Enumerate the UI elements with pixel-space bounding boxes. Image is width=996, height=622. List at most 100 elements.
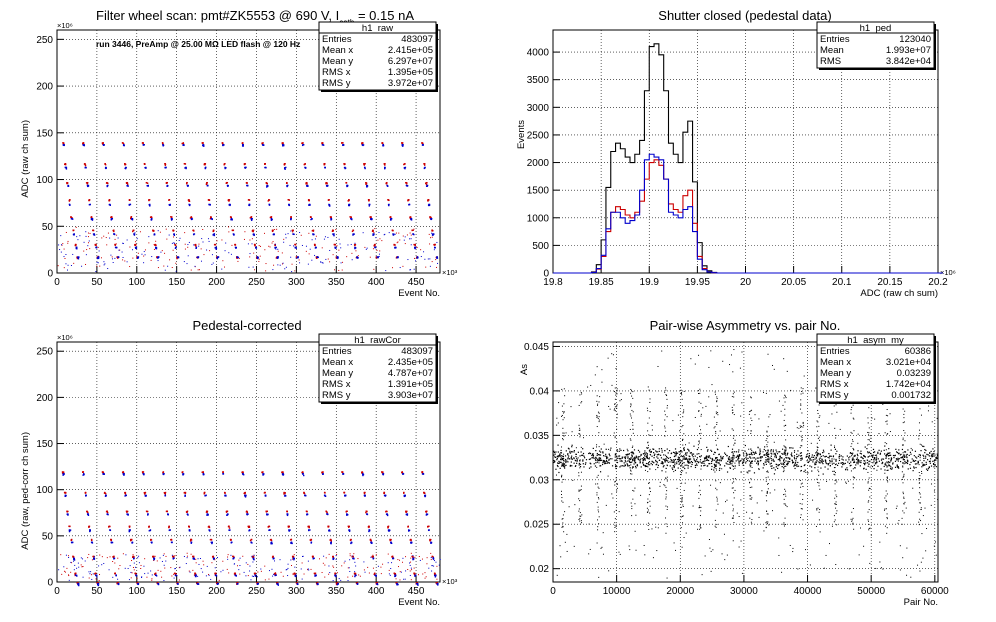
data-point [685, 458, 687, 460]
data-point [774, 452, 776, 455]
data-point [771, 465, 773, 467]
data-point [895, 458, 897, 460]
data-point [274, 574, 276, 577]
data-point [656, 454, 658, 456]
data-point [233, 557, 235, 559]
data-point [916, 457, 918, 459]
data-point [402, 265, 404, 267]
data-point [312, 230, 314, 232]
data-point [644, 453, 646, 455]
data-point [332, 233, 335, 235]
data-point [122, 144, 125, 146]
data-point [309, 248, 311, 250]
data-point [413, 573, 416, 576]
data-point [303, 163, 306, 166]
stats-label: Mean y [322, 368, 353, 379]
data-point [267, 526, 270, 528]
data-point [198, 243, 200, 245]
data-point [821, 459, 823, 461]
data-point [799, 452, 802, 454]
data-point [790, 453, 792, 456]
data-point [366, 185, 369, 187]
data-point [753, 457, 756, 459]
data-point [781, 448, 784, 450]
data-point [853, 461, 856, 463]
data-point [910, 453, 912, 455]
data-point [244, 496, 247, 498]
data-point [583, 457, 586, 459]
data-point [743, 458, 745, 460]
data-point [732, 455, 734, 457]
data-point [438, 564, 440, 566]
data-point [301, 244, 303, 246]
data-point [694, 460, 697, 462]
data-point [935, 457, 937, 459]
data-point [143, 473, 145, 476]
data-point [177, 256, 180, 259]
data-point [738, 464, 740, 466]
stats-name: h1_ped [860, 23, 892, 34]
data-point [791, 454, 793, 457]
data-point [787, 461, 789, 463]
data-point [275, 573, 277, 575]
data-point [906, 456, 908, 458]
data-point [82, 566, 84, 568]
data-point [63, 256, 65, 258]
data-point [107, 268, 109, 270]
data-point [599, 465, 601, 467]
data-point [560, 452, 563, 454]
data-point [144, 167, 147, 169]
data-point [324, 166, 326, 169]
data-point [273, 573, 275, 575]
data-point [206, 510, 209, 513]
data-point [200, 568, 202, 570]
data-point [670, 452, 672, 455]
data-point [116, 582, 119, 584]
data-point [686, 457, 688, 460]
data-point [100, 257, 102, 259]
data-point [134, 232, 136, 234]
data-point [66, 510, 68, 513]
stats-value: 2.415e+05 [388, 45, 433, 56]
data-point [89, 232, 91, 234]
data-point [768, 458, 770, 460]
data-point [65, 166, 67, 169]
data-point [198, 269, 200, 271]
data-point [402, 235, 404, 237]
x-tick-label: 20.1 [832, 277, 852, 288]
data-point [624, 464, 626, 466]
stats-label: RMS [820, 56, 841, 67]
stats-value: 2.435e+05 [388, 357, 433, 368]
data-point [90, 218, 93, 221]
data-point [257, 257, 259, 260]
data-point [662, 458, 664, 460]
data-point [875, 458, 878, 460]
data-point [841, 462, 844, 464]
data-point [564, 465, 566, 467]
data-point [326, 185, 328, 187]
data-point [168, 199, 170, 201]
data-point [606, 462, 608, 464]
data-point [164, 164, 167, 166]
data-point [312, 556, 314, 559]
data-point [337, 257, 339, 260]
data-point [394, 575, 396, 578]
data-point [133, 233, 135, 235]
data-point [368, 199, 370, 201]
data-point [110, 539, 112, 542]
data-point [141, 253, 143, 255]
data-point [195, 558, 197, 560]
data-point [819, 460, 821, 462]
data-point [706, 465, 708, 467]
data-point [787, 457, 789, 459]
data-point [275, 246, 277, 249]
data-point [213, 558, 215, 560]
data-point [780, 462, 782, 464]
data-point [231, 244, 233, 246]
data-point [435, 561, 437, 563]
data-point [203, 491, 206, 494]
data-point [211, 263, 213, 265]
data-point [214, 243, 216, 246]
data-point [822, 455, 824, 457]
data-point [431, 234, 434, 236]
